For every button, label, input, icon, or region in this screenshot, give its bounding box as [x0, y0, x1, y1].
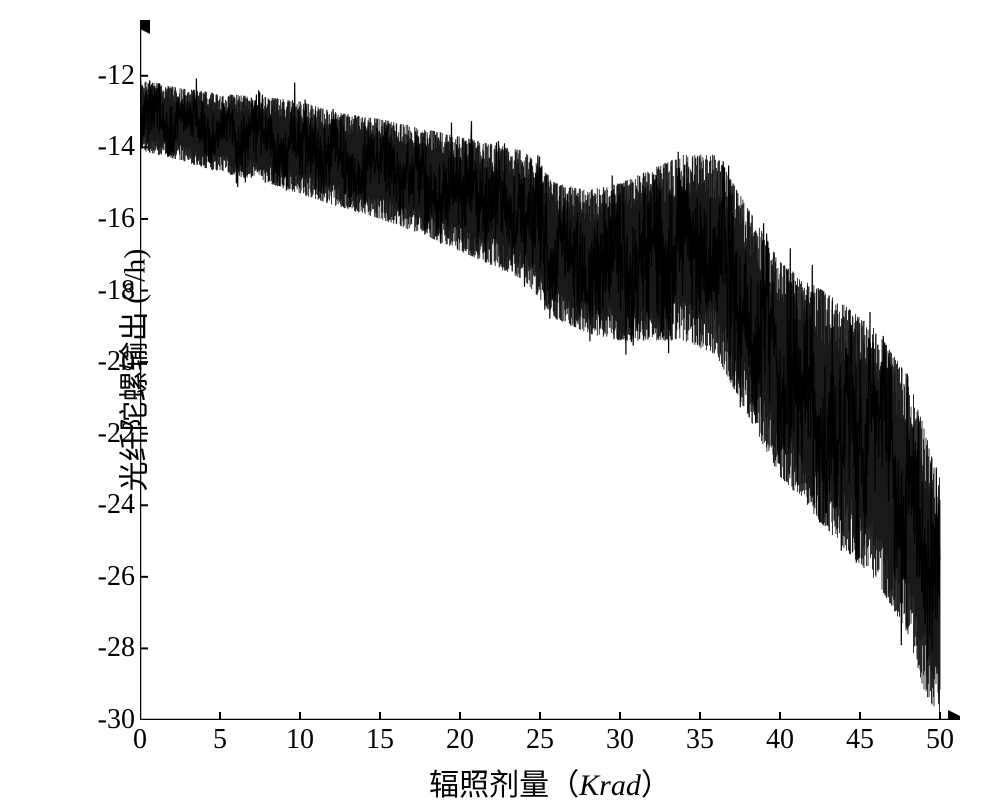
chart-container: 光纤陀螺输出 (°/h) 辐照剂量（Krad） -12-14-16-18-20-… — [0, 0, 1000, 809]
y-tick-label: -14 — [75, 131, 135, 163]
y-tick-label: -22 — [75, 418, 135, 450]
x-tick-label: 40 — [766, 724, 794, 756]
plot-svg — [140, 20, 960, 720]
x-tick-label: 10 — [286, 724, 314, 756]
x-tick-label: 50 — [926, 724, 954, 756]
x-axis-label-suffix: ） — [641, 769, 671, 802]
y-tick-label: -16 — [75, 203, 135, 235]
x-tick-label: 0 — [133, 724, 147, 756]
data-series — [140, 78, 940, 712]
y-tick-label: -28 — [75, 632, 135, 664]
x-axis-label-prefix: 辐照剂量（ — [429, 769, 579, 802]
x-tick-label: 35 — [686, 724, 714, 756]
x-tick-label: 25 — [526, 724, 554, 756]
x-axis-label-unit: Krad — [579, 769, 641, 802]
y-tick-label: -26 — [75, 561, 135, 593]
x-tick-label: 15 — [366, 724, 394, 756]
y-tick-label: -12 — [75, 60, 135, 92]
y-tick-label: -18 — [75, 275, 135, 307]
x-tick-label: 30 — [606, 724, 634, 756]
y-tick-label: -24 — [75, 489, 135, 521]
x-tick-label: 5 — [213, 724, 227, 756]
x-tick-label: 45 — [846, 724, 874, 756]
x-axis-label: 辐照剂量（Krad） — [140, 760, 960, 804]
y-tick-label: -20 — [75, 346, 135, 378]
x-tick-label: 20 — [446, 724, 474, 756]
y-tick-label: -30 — [75, 704, 135, 736]
